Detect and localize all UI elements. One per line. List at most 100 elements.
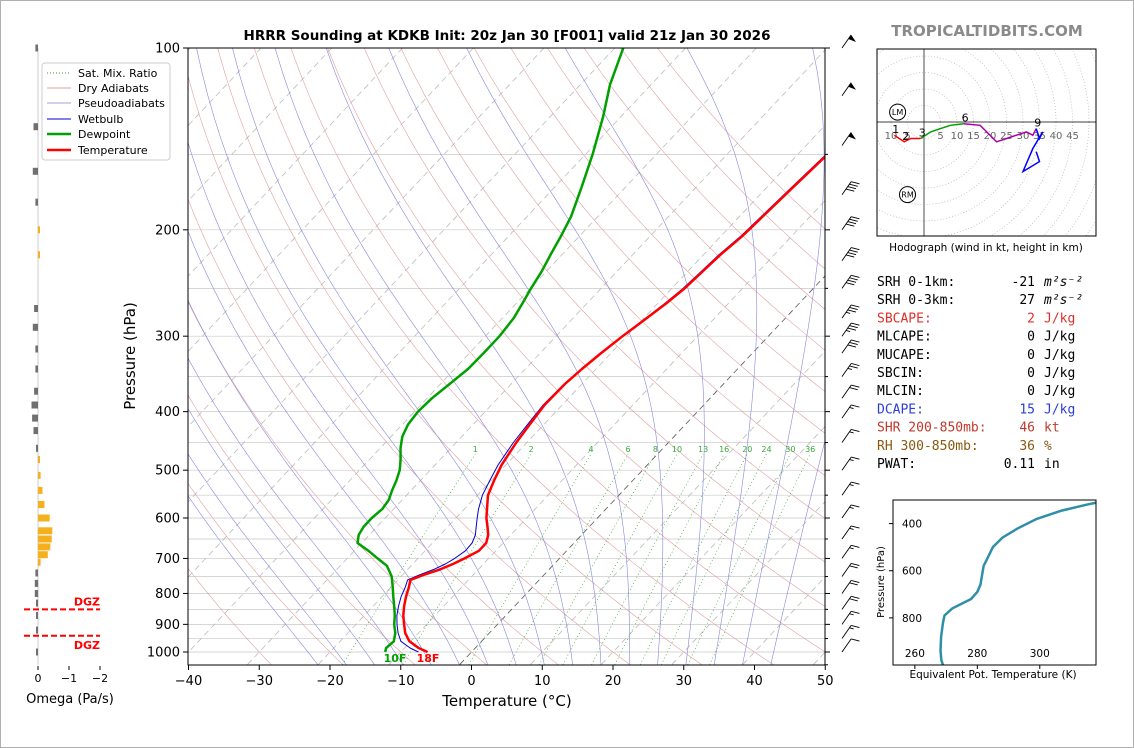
index-label: SHR 200-850mb: [877, 421, 987, 436]
pseudoadiabat [188, 495, 319, 665]
indices-table: SRH 0-1km: -21 m²s⁻² SRH 0-3km: 27 m²s⁻² SBCAP… [877, 275, 1083, 472]
barb-full [851, 428, 860, 432]
dry-adiabat [188, 198, 559, 665]
omega-bars [31, 44, 53, 665]
mixing-ratio-label: 20 [742, 445, 752, 454]
barb-pennant [848, 82, 857, 90]
index-unit: J/kg [1044, 330, 1075, 345]
pseudoadiabat [742, 48, 825, 665]
dry-adiabat [583, 48, 825, 310]
y-tick-label: 100 [155, 42, 180, 57]
pseudoadiabat [325, 48, 602, 665]
barb-staff [841, 247, 852, 261]
omega-panel: DGZ DGZ 0 −1 −2 Omega (Pa/s) [24, 44, 114, 707]
pseudoadiabat [770, 439, 825, 665]
barb-full [847, 252, 857, 256]
hodograph-height-label: 2 [902, 130, 909, 143]
barb-half [849, 407, 854, 409]
omega-bar [35, 345, 38, 353]
barb-staff [841, 304, 852, 319]
isotherm [188, 48, 545, 428]
wind-barb [841, 638, 860, 653]
hodograph-segment [920, 122, 964, 140]
hodograph-ring-label: 15 [967, 131, 980, 142]
omega-bar [34, 387, 38, 395]
barb-full [851, 624, 860, 628]
dry-adiabat [290, 48, 825, 653]
x-tick-label: 10 [534, 674, 551, 689]
barb-staff [841, 525, 852, 540]
barb-full [849, 598, 858, 602]
dgz-markers: DGZ DGZ [24, 595, 100, 652]
hodograph-height-label: 1 [892, 123, 899, 136]
barb-full [851, 610, 860, 614]
barb-full [845, 282, 855, 286]
mixing-ratio-label: 24 [761, 445, 771, 454]
mixing-ratio-label: 10 [672, 445, 682, 454]
x-tick-label: −30 [246, 674, 273, 689]
x-axis-label: Temperature (°C) [441, 692, 571, 710]
wind-barb [841, 363, 860, 377]
omega-bar [36, 599, 38, 607]
isotherm [671, 501, 825, 665]
dry-adiabat [217, 48, 702, 665]
pseudoadiabat [388, 48, 630, 665]
barb-full [851, 638, 860, 642]
index-unit: J/kg [1044, 366, 1075, 381]
barb-full [849, 307, 858, 311]
wind-barb [841, 525, 860, 540]
hodograph-ring-label: 25 [1000, 131, 1013, 142]
barb-full [849, 342, 858, 346]
wind-barb [841, 322, 860, 337]
theta-e-panel: 400 600 800 260 280 300 Equivalent Pot. Tempe… [876, 499, 1097, 681]
index-value: 27 [1019, 293, 1035, 308]
hodograph-ring-label: 40 [1050, 131, 1063, 142]
barb-full [851, 562, 860, 566]
index-value: 2 [1027, 311, 1035, 326]
omega-tick-label: 0 [35, 672, 42, 685]
pseudoadiabat [188, 357, 404, 665]
barb-half [849, 627, 854, 630]
index-value: 0 [1027, 366, 1035, 381]
index-unit: J/kg [1044, 348, 1075, 363]
isotherm [459, 275, 825, 665]
wind-barb [841, 82, 857, 97]
index-label: MUCAPE: [877, 348, 932, 363]
barb-staff [841, 545, 852, 559]
barb-full [851, 322, 860, 326]
omega-bar [38, 471, 41, 479]
pseudoadiabat [274, 48, 573, 665]
dry-adiabat [188, 74, 631, 665]
barb-full [851, 363, 860, 367]
omega-axis-label: Omega (Pa/s) [26, 692, 114, 707]
mixing-ratio-line [687, 453, 791, 665]
barb-half [849, 613, 854, 616]
omega-bar [34, 579, 39, 587]
x-tick-label: −20 [316, 674, 343, 689]
wind-barbs [841, 34, 860, 653]
barb-full [847, 344, 857, 348]
surface-dewpoint-label: 10F [384, 652, 407, 665]
isotherm [188, 48, 474, 353]
isotherm [600, 425, 825, 665]
index-value: 0 [1027, 330, 1035, 345]
hodograph-ring-label: 10 [885, 131, 898, 142]
index-label: SBCIN: [877, 366, 924, 381]
x-tick-label: 0 [467, 674, 475, 689]
storm-motion-marker [889, 103, 907, 121]
wind-barb [841, 384, 860, 399]
barb-full [851, 544, 860, 548]
y-axis-label: Pressure (hPa) [121, 302, 139, 410]
mixing-ratio-line [342, 453, 476, 665]
theta-e-x-tick-label: 260 [905, 648, 925, 660]
mixing-ratio-line [508, 453, 629, 665]
barb-full [851, 404, 860, 408]
barb-staff [841, 384, 852, 399]
barb-half [849, 506, 854, 509]
barb-full [851, 274, 860, 278]
barb-half [849, 484, 854, 487]
omega-bar [32, 167, 38, 175]
y-tick-label: 400 [155, 405, 180, 420]
pseudoadiabat [188, 299, 432, 665]
omega-bar [38, 551, 48, 559]
